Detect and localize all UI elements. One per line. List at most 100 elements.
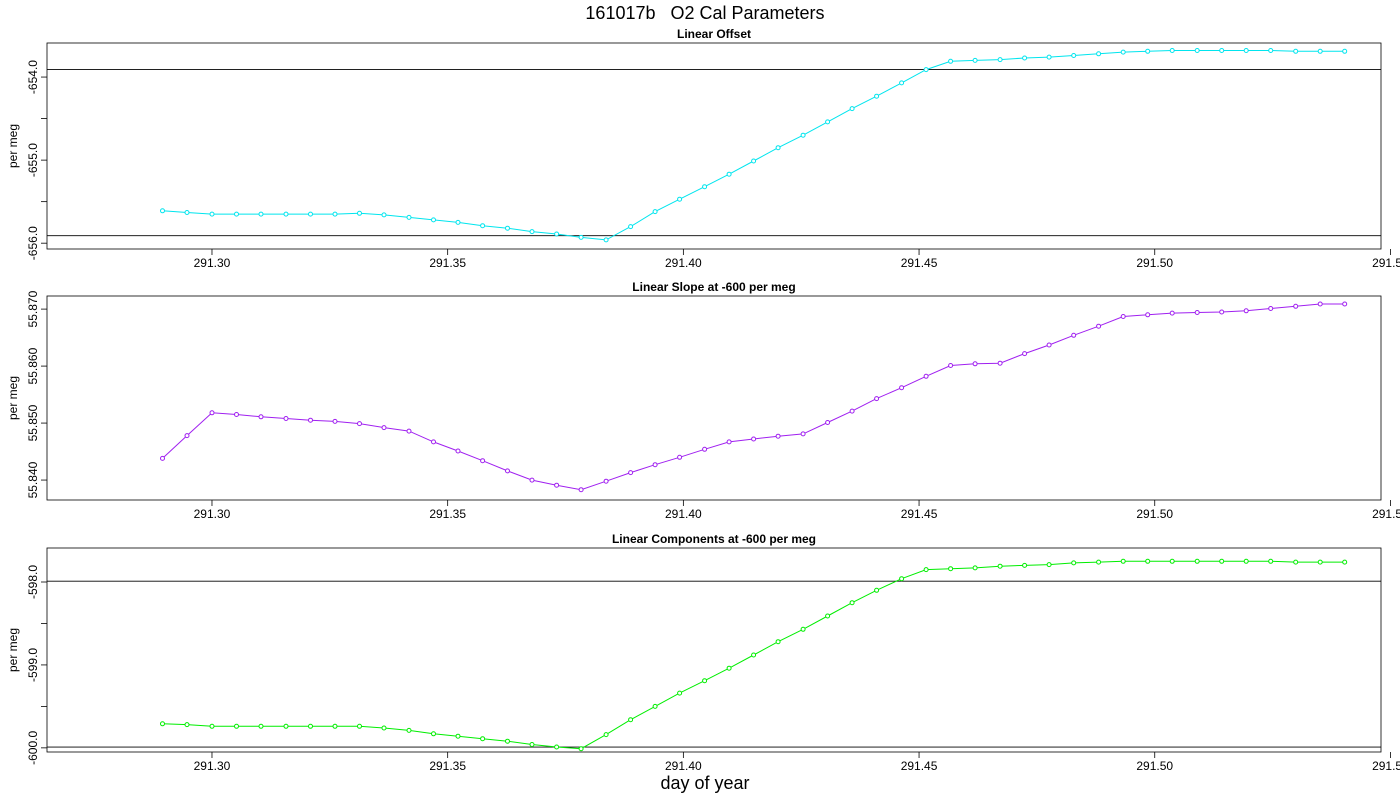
series-line	[162, 50, 1345, 241]
data-point	[1342, 301, 1348, 307]
data-point	[923, 567, 929, 573]
x-tick-label: 291.45	[901, 256, 938, 270]
x-tick-label: 291.35	[429, 256, 466, 270]
data-point	[1046, 562, 1052, 568]
data-point	[455, 219, 461, 225]
data-point	[1071, 560, 1077, 566]
data-point	[603, 478, 609, 484]
y-axis-label: per meg	[6, 376, 20, 420]
data-point	[899, 80, 905, 86]
data-point	[209, 410, 215, 416]
data-point	[1169, 558, 1175, 564]
data-point	[1268, 48, 1274, 53]
x-tick-label: 291.50	[1136, 256, 1173, 270]
data-point	[874, 396, 880, 402]
data-point	[308, 723, 313, 729]
y-tick-label: -600.0	[26, 731, 40, 765]
data-point	[775, 145, 781, 151]
figure-title: 161017b O2 Cal Parameters	[585, 3, 825, 23]
data-point	[332, 211, 338, 217]
data-point	[1317, 301, 1323, 307]
data-point	[726, 171, 732, 177]
data-point	[480, 458, 486, 464]
x-tick-label: 291.35	[429, 759, 466, 773]
data-point	[308, 417, 313, 423]
data-point	[357, 723, 362, 729]
data-point	[849, 600, 855, 606]
data-point	[849, 408, 855, 414]
data-point	[578, 234, 584, 240]
data-point	[1342, 559, 1348, 565]
data-point	[677, 196, 683, 202]
x-tick-label: 291.35	[429, 507, 466, 521]
data-point	[505, 468, 510, 474]
data-point	[1194, 48, 1200, 53]
data-point	[997, 360, 1003, 366]
x-axis-label: day of year	[660, 773, 750, 793]
data-point	[923, 67, 929, 73]
data-point	[1096, 51, 1102, 57]
y-axis-label: per meg	[6, 628, 20, 672]
data-point	[948, 58, 954, 64]
data-point	[455, 448, 461, 454]
data-point	[381, 425, 387, 431]
data-point	[1194, 310, 1200, 315]
data-point	[1293, 303, 1299, 309]
data-point	[677, 454, 683, 460]
data-point	[849, 106, 855, 112]
data-point	[234, 211, 239, 217]
data-point	[431, 439, 436, 445]
data-point	[1268, 306, 1274, 311]
data-point	[652, 462, 658, 468]
data-point	[1096, 559, 1102, 565]
data-point	[775, 639, 781, 645]
data-point	[1293, 559, 1299, 565]
data-point	[1145, 48, 1151, 54]
data-point	[800, 431, 806, 437]
data-point	[554, 744, 560, 750]
y-tick-label: -656.0	[26, 226, 40, 260]
data-point	[283, 416, 289, 421]
panel-title: Linear Slope at -600 per meg	[632, 280, 795, 294]
data-point	[554, 231, 560, 237]
data-point	[948, 566, 954, 572]
y-tick-label: 55.840	[26, 461, 40, 498]
data-point	[874, 93, 880, 99]
data-point	[1120, 49, 1126, 55]
plot-frame	[46, 295, 1382, 501]
data-point	[1145, 558, 1151, 564]
data-point	[406, 428, 412, 434]
data-point	[283, 723, 289, 729]
data-point	[258, 414, 264, 420]
data-point	[1071, 53, 1077, 58]
data-point	[258, 723, 264, 729]
data-point	[702, 184, 708, 190]
data-point	[480, 223, 486, 229]
y-tick-label: 55.860	[26, 347, 40, 384]
data-point	[1317, 559, 1323, 565]
series-line	[162, 303, 1345, 491]
data-point	[1243, 558, 1249, 564]
data-point	[234, 723, 239, 729]
data-point	[1120, 314, 1126, 319]
data-point	[825, 420, 831, 425]
data-point	[899, 576, 905, 582]
data-point	[874, 587, 880, 593]
data-point	[652, 209, 658, 215]
data-point	[997, 563, 1003, 569]
data-point	[948, 363, 954, 368]
data-point	[1268, 558, 1274, 564]
y-tick-label: -655.0	[26, 143, 40, 177]
data-point	[751, 158, 757, 164]
data-point	[1022, 351, 1028, 357]
data-point	[184, 722, 190, 728]
data-point	[1243, 308, 1249, 314]
data-point	[406, 214, 412, 220]
x-tick-label: 291.30	[194, 759, 231, 773]
data-point	[972, 565, 978, 571]
x-tick-label: 291.55	[1372, 759, 1400, 773]
data-point	[899, 385, 905, 391]
data-point	[628, 470, 634, 476]
data-point	[603, 237, 609, 243]
